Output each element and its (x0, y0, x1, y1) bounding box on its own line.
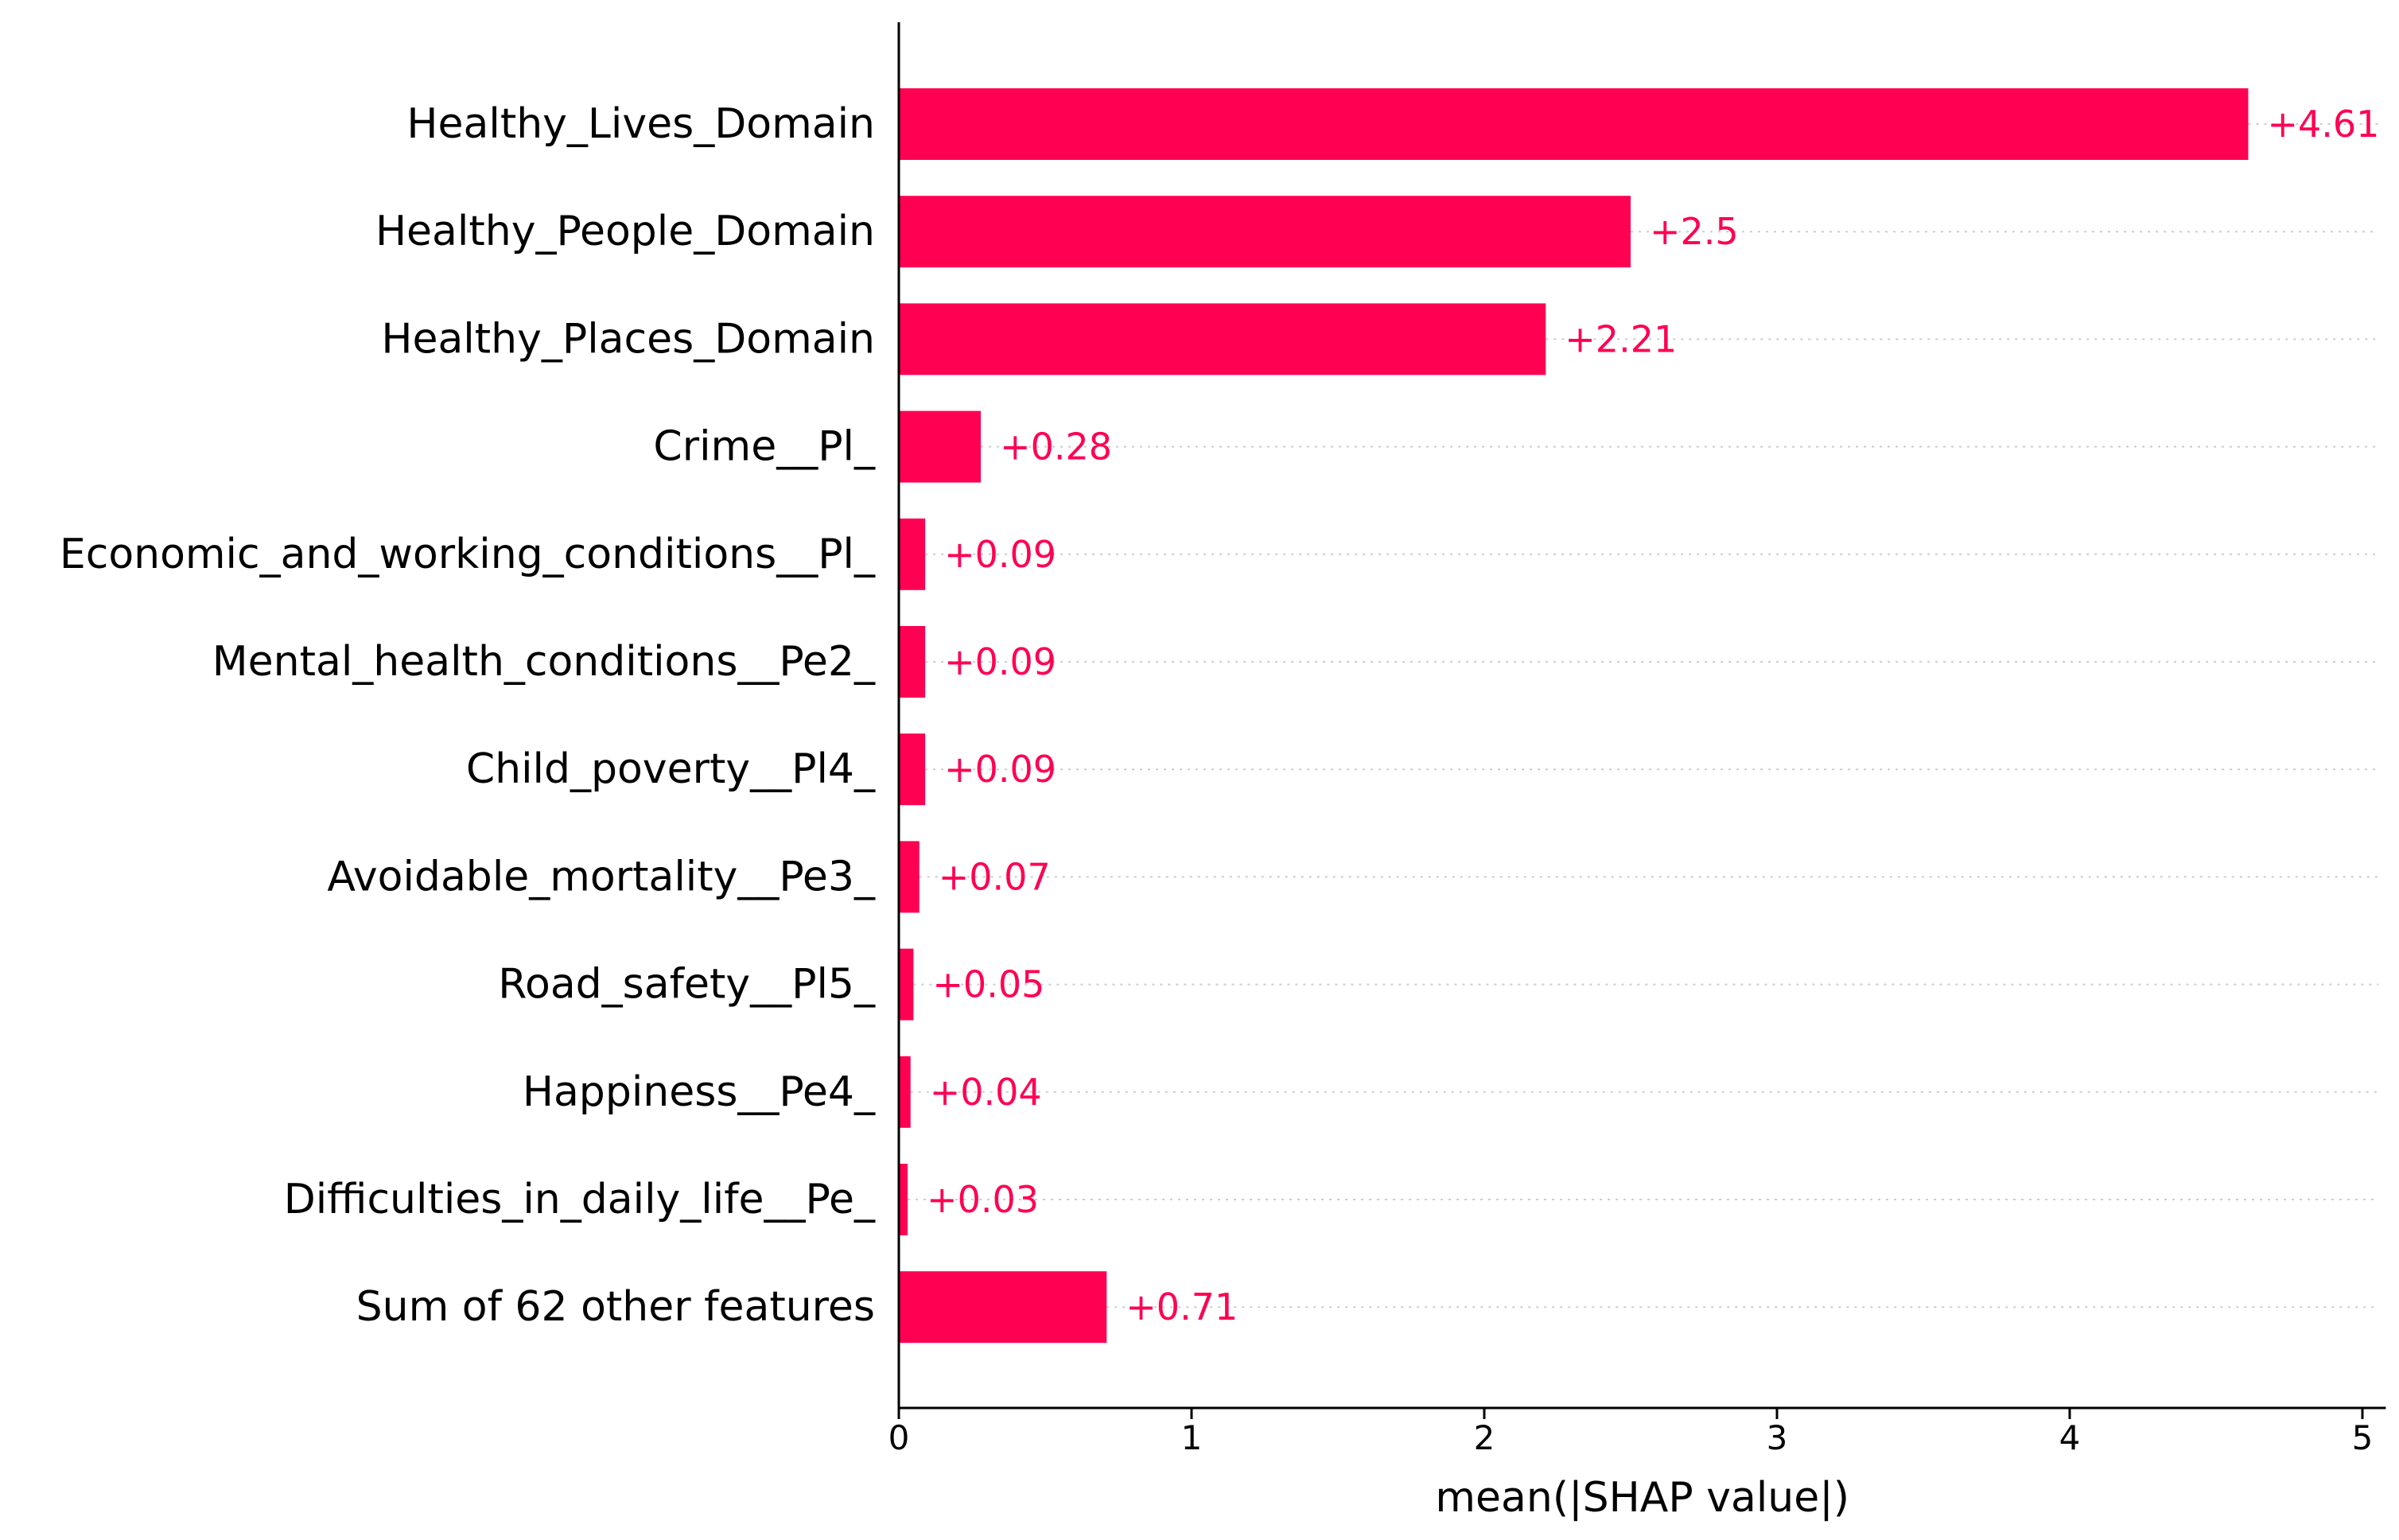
value-label: +0.07 (939, 855, 1051, 898)
feature-label: Happiness__Pe4_ (523, 1068, 876, 1116)
bar (899, 1164, 908, 1235)
value-label: +2.5 (1650, 210, 1739, 253)
bar (899, 518, 926, 590)
feature-label: Crime__Pl_ (653, 423, 876, 471)
feature-label: Difficulties_in_daily_life__Pe_ (284, 1176, 876, 1223)
feature-label: Economic_and_working_conditions__Pl_ (60, 531, 876, 578)
x-tick-label: 0 (888, 1418, 910, 1457)
bar (899, 410, 982, 483)
value-label: +0.04 (930, 1071, 1042, 1114)
value-label: +4.61 (2267, 103, 2379, 146)
value-label: +0.28 (1000, 426, 1112, 469)
bar (899, 88, 2249, 160)
x-tick-label: 2 (1474, 1418, 1495, 1457)
value-label: +0.09 (944, 640, 1056, 683)
x-tick-label: 5 (2352, 1418, 2374, 1457)
x-tick-label: 4 (2059, 1418, 2081, 1457)
bar (899, 1056, 911, 1128)
value-label: +2.21 (1565, 317, 1677, 360)
feature-label: Child_poverty__Pl4_ (466, 745, 876, 793)
feature-label: Healthy_Places_Domain (381, 315, 875, 363)
bar (899, 1271, 1107, 1344)
value-label: +0.71 (1126, 1285, 1238, 1328)
value-label: +0.05 (932, 963, 1044, 1006)
feature-label: Healthy_Lives_Domain (406, 100, 875, 148)
value-label: +0.09 (944, 748, 1056, 791)
x-axis-title: mean(|SHAP value|) (1435, 1474, 1849, 1522)
value-label: +0.09 (944, 533, 1056, 576)
bar (899, 733, 926, 806)
feature-label: Sum of 62 other features (356, 1283, 875, 1331)
bar (899, 948, 914, 1021)
bar (899, 841, 920, 913)
feature-label: Road_safety__Pl5_ (498, 961, 876, 1009)
bar (899, 196, 1631, 268)
bar (899, 303, 1546, 375)
feature-label: Mental_health_conditions__Pe2_ (212, 638, 876, 686)
value-label: +0.03 (927, 1178, 1039, 1221)
x-tick-label: 1 (1181, 1418, 1203, 1457)
bar (899, 626, 926, 698)
x-tick-label: 3 (1767, 1418, 1788, 1457)
feature-label: Avoidable_mortality__Pe3_ (327, 853, 876, 900)
feature-label: Healthy_People_Domain (375, 208, 875, 255)
